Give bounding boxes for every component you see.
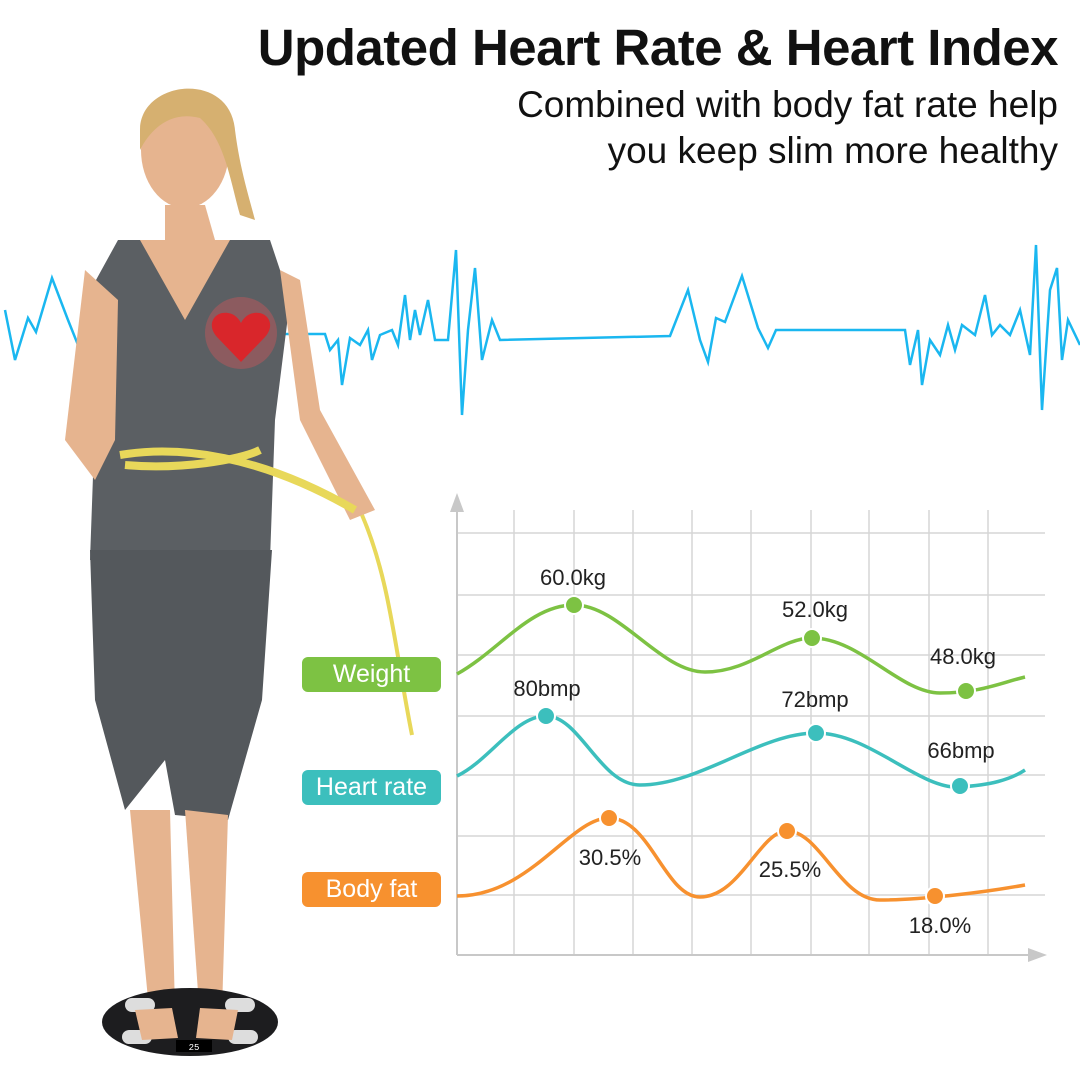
data-label: 60.0kg [540, 565, 606, 590]
ecg-waveform [3, 244, 1080, 416]
woman-figure [65, 88, 414, 1020]
data-point [806, 723, 826, 743]
data-point [925, 886, 945, 906]
data-label: 18.0% [909, 913, 971, 938]
data-label: 52.0kg [782, 597, 848, 622]
subtitle-line-2: you keep slim more healthy [607, 130, 1058, 171]
data-label: 72bmp [781, 687, 848, 712]
body-scale: 25 [102, 988, 278, 1056]
data-point [564, 595, 584, 615]
body-fat-curve [456, 816, 1026, 902]
data-point [536, 706, 556, 726]
data-point [950, 776, 970, 796]
data-point [802, 628, 822, 648]
y-axis-arrow [450, 493, 464, 512]
x-axis-arrow [1028, 948, 1047, 962]
data-label: 66bmp [927, 738, 994, 763]
data-point [599, 808, 619, 828]
headline: Updated Heart Rate & Heart Index [257, 19, 1059, 76]
data-label: 25.5% [759, 857, 821, 882]
legend-heart-rate: Heart rate [302, 770, 441, 805]
weight-curve [456, 603, 1026, 695]
scale-display: 25 [189, 1043, 200, 1053]
axes [450, 493, 1047, 962]
data-point [956, 681, 976, 701]
data-label: 30.5% [579, 845, 641, 870]
data-label: 80bmp [513, 676, 580, 701]
legend-body-fat: Body fat [302, 872, 441, 907]
subtitle-line-1: Combined with body fat rate help [517, 84, 1058, 125]
legend-weight: Weight [302, 657, 441, 692]
heart-icon [205, 297, 277, 369]
data-label: 48.0kg [930, 644, 996, 669]
data-point [777, 821, 797, 841]
